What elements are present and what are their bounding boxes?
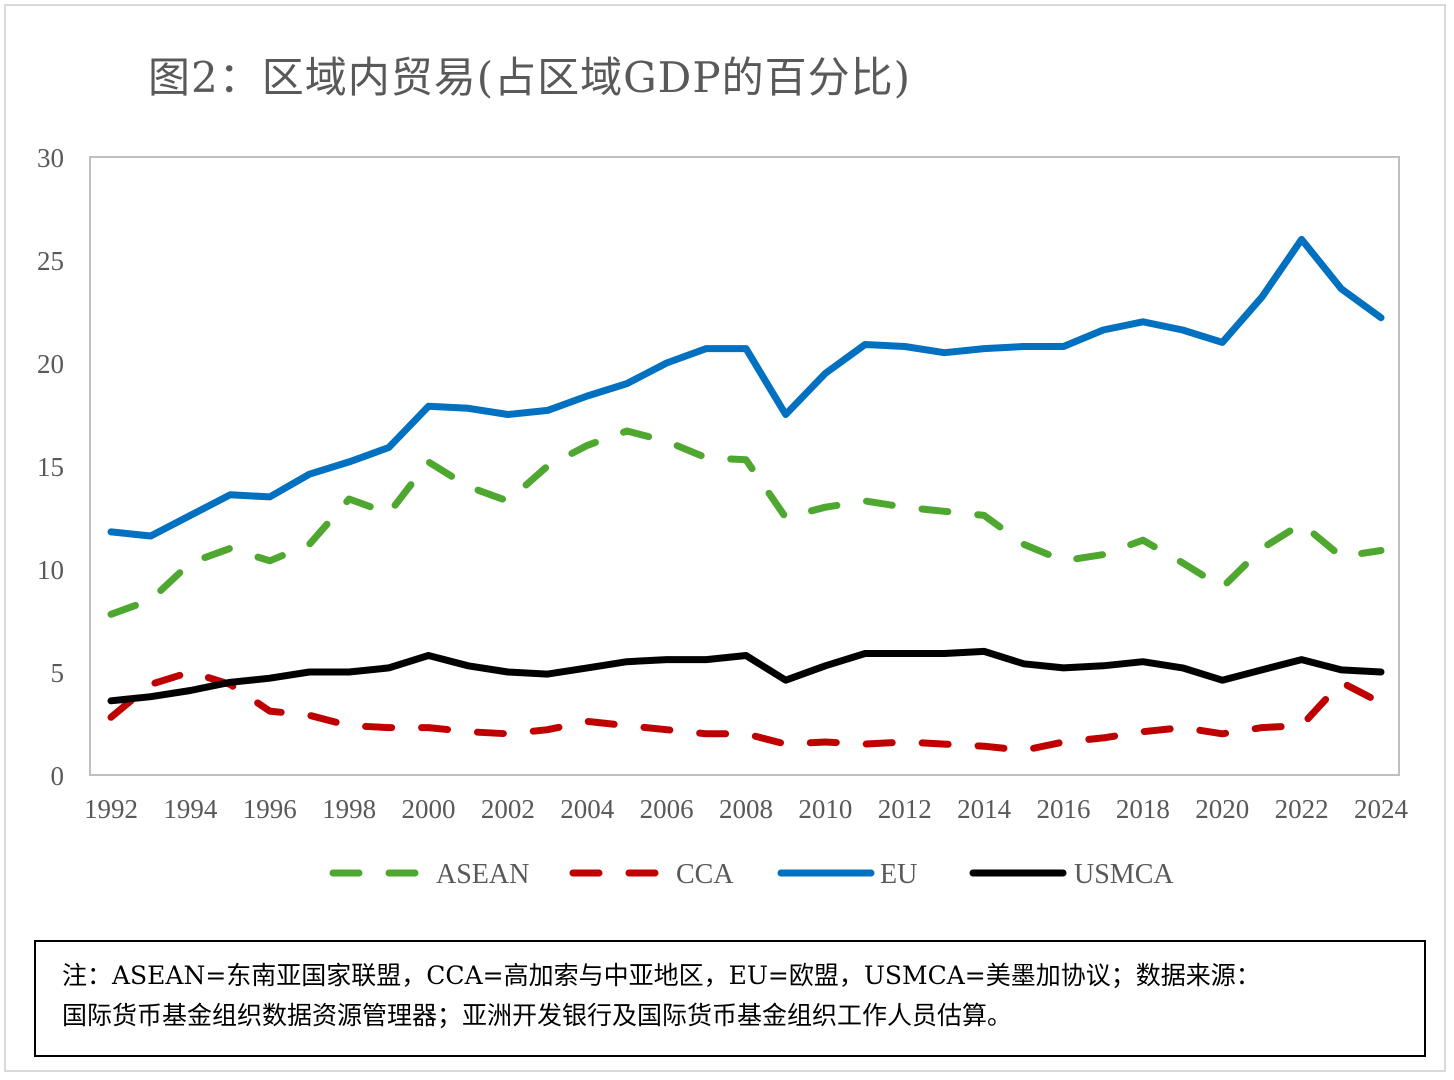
series-line-asean — [107, 427, 1385, 618]
y-tick-label: 10 — [37, 555, 64, 585]
legend-label: EU — [880, 859, 917, 890]
series-line-eu — [107, 235, 1385, 540]
legend-label: ASEAN — [436, 859, 529, 890]
y-axis-ticks: 0 5 10 15 20 25 30 — [37, 143, 64, 791]
legend-item-usmca: USMCA — [969, 859, 1174, 890]
x-tick-label: 2014 — [957, 794, 1012, 824]
y-tick-label: 25 — [37, 246, 64, 276]
legend-label: USMCA — [1074, 859, 1174, 890]
y-tick-label: 5 — [51, 658, 65, 688]
legend-item-cca: CCA — [569, 859, 734, 890]
x-tick-label: 2006 — [640, 794, 694, 824]
y-tick-label: 15 — [37, 452, 64, 482]
x-tick-label: 2010 — [798, 794, 852, 824]
x-tick-label: 2012 — [878, 794, 932, 824]
chart-title: 图2：区域内贸易(占区域GDP的百分比) — [148, 53, 911, 102]
x-tick-label: 2022 — [1275, 794, 1329, 824]
x-tick-label: 1994 — [163, 794, 218, 824]
legend-item-asean: ASEAN — [329, 859, 529, 890]
series-line-usmca — [107, 647, 1385, 705]
x-tick-label: 2004 — [560, 794, 615, 824]
y-tick-label: 20 — [37, 349, 64, 379]
x-tick-label: 1998 — [322, 794, 376, 824]
x-tick-label: 2018 — [1116, 794, 1170, 824]
legend-item-eu: EU — [777, 859, 917, 890]
y-tick-label: 0 — [51, 761, 65, 791]
y-tick-label: 30 — [37, 143, 64, 173]
plot-area-border — [89, 156, 1400, 776]
chart-frame — [4, 4, 1446, 1072]
note-line-1: 注：ASEAN=东南亚国家联盟，CCA=高加索与中亚地区，EU=欧盟，USMCA… — [62, 961, 1261, 990]
note-line-2: 国际货币基金组织数据资源管理器；亚洲开发银行及国际货币基金组织工作人员估算。 — [62, 1001, 1013, 1030]
x-tick-label: 2008 — [719, 794, 773, 824]
x-tick-label: 2016 — [1037, 794, 1091, 824]
x-tick-label: 2020 — [1195, 794, 1249, 824]
series-lines — [107, 235, 1385, 754]
x-tick-label: 1996 — [243, 794, 297, 824]
series-line-cca — [107, 668, 1385, 754]
x-tick-label: 2024 — [1354, 794, 1409, 824]
x-tick-label: 2002 — [481, 794, 535, 824]
note-box: 注：ASEAN=东南亚国家联盟，CCA=高加索与中亚地区，EU=欧盟，USMCA… — [34, 940, 1426, 1057]
x-axis-ticks: 1992 1994 1996 1998 2000 2002 2004 2006 2008 2010… — [84, 794, 1409, 824]
legend: ASEAN CCA EU USMCA — [329, 859, 1174, 890]
x-tick-label: 1992 — [84, 794, 138, 824]
line-chart: 0 5 10 15 20 25 30 1992 1994 1996 1998 2000 2002 200… — [37, 143, 1409, 890]
legend-label: CCA — [676, 859, 734, 890]
x-tick-label: 2000 — [402, 794, 456, 824]
